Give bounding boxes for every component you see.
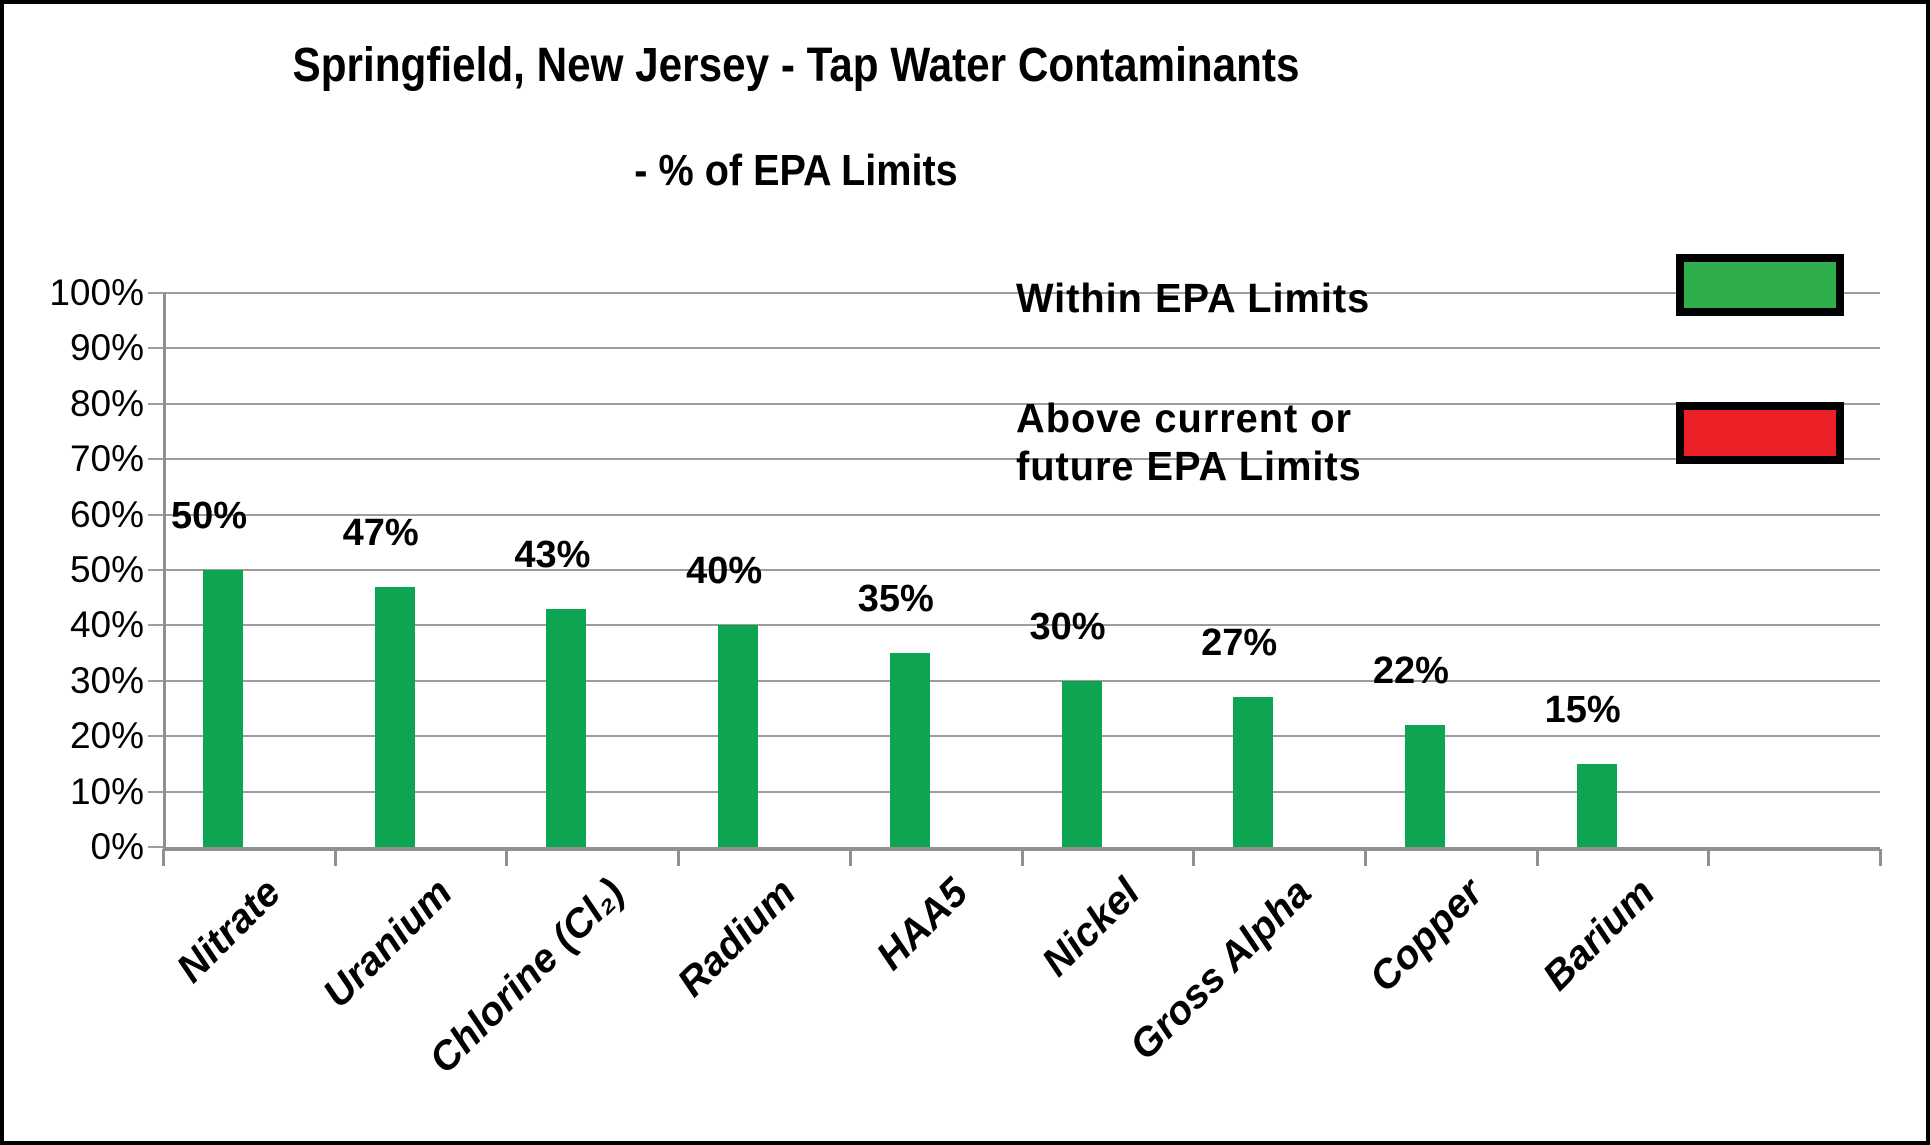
y-axis-label: 100%: [49, 272, 144, 313]
legend-swatch-above-limits: [1676, 402, 1844, 464]
bar-value-label: 15%: [1544, 688, 1621, 731]
bar-5: [889, 653, 930, 847]
x-axis-tick: [1707, 849, 1711, 866]
y-axis-tick: [148, 402, 163, 405]
y-axis-label: 0%: [90, 826, 144, 867]
x-axis-tick: [848, 849, 852, 866]
gridline: [163, 402, 1880, 405]
y-axis-label: 20%: [69, 715, 144, 757]
gridline: [163, 735, 1880, 738]
x-axis-tick: [333, 849, 337, 866]
x-category-label: Barium: [1534, 870, 1664, 999]
gridline: [163, 513, 1880, 516]
legend-label-above-limits: Above current or future EPA Limits: [1016, 395, 1362, 489]
gridline: [163, 569, 1880, 571]
y-axis-tick: [148, 790, 163, 793]
y-axis-tick: [148, 347, 163, 350]
x-category-label: Radium: [669, 870, 805, 1006]
x-axis-tick: [1020, 849, 1024, 866]
bar-value-label: 40%: [686, 550, 763, 593]
y-axis-tick: [148, 569, 163, 571]
y-axis-line: [163, 293, 166, 851]
chart-subtitle: - % of EPA Limits: [634, 146, 958, 195]
gridline: [163, 624, 1880, 627]
bar-6: [1061, 680, 1102, 847]
bar-value-label: 35%: [857, 578, 934, 621]
bar-3: [546, 608, 587, 847]
gridline: [163, 790, 1880, 793]
y-axis-label: 40%: [69, 604, 144, 646]
bar-value-label: 30%: [1029, 605, 1106, 648]
y-axis-label: 80%: [69, 382, 144, 424]
x-axis-tick: [1535, 849, 1539, 866]
x-axis-tick: [677, 849, 681, 866]
gridline: [163, 347, 1880, 350]
bar-7: [1233, 697, 1274, 847]
x-axis-tick: [162, 849, 165, 866]
bar-value-label: 22%: [1372, 650, 1449, 693]
y-axis-label: 30%: [69, 659, 144, 701]
y-axis-label: 50%: [69, 549, 144, 590]
bar-value-label: 43%: [514, 533, 591, 576]
y-axis-label: 60%: [69, 493, 144, 535]
x-category-label: HAA5: [868, 870, 977, 979]
y-axis-label: 10%: [69, 770, 144, 812]
legend-swatch-within-limits: [1676, 254, 1844, 316]
bar-4: [718, 625, 759, 847]
y-axis-label: 70%: [69, 438, 144, 480]
legend-label-within-limits: Within EPA Limits: [1016, 275, 1371, 321]
x-category-label: Nickel: [1033, 870, 1148, 985]
bar-value-label: 47%: [342, 511, 419, 554]
x-axis-tick: [1363, 849, 1367, 866]
bar-value-label: 27%: [1201, 622, 1278, 665]
y-axis-tick: [148, 735, 163, 738]
y-axis-tick: [148, 458, 163, 461]
chart-title: Springfield, New Jersey - Tap Water Cont…: [292, 39, 1300, 92]
x-category-label: Gross Alpha: [1121, 870, 1320, 1069]
y-axis-tick: [148, 624, 163, 627]
bar-8: [1404, 725, 1445, 847]
gridline: [163, 458, 1880, 461]
x-category-label: Copper: [1361, 870, 1492, 1001]
y-axis-tick: [148, 513, 163, 516]
x-category-label: Uranium: [315, 870, 462, 1017]
y-axis-tick: [148, 846, 163, 848]
gridline: [163, 292, 1880, 294]
x-axis-tick: [1192, 849, 1196, 866]
y-axis-tick: [148, 292, 163, 294]
x-axis-tick: [505, 849, 509, 866]
x-axis-tick: [1879, 849, 1882, 866]
bar-1: [203, 570, 243, 847]
y-axis-tick: [148, 679, 163, 682]
x-category-label: Nitrate: [168, 870, 290, 991]
y-axis-label: 90%: [69, 327, 144, 369]
bar-9: [1576, 763, 1617, 847]
bar-value-label: 50%: [170, 495, 248, 537]
bar-2: [374, 586, 415, 847]
gridline: [163, 679, 1880, 682]
